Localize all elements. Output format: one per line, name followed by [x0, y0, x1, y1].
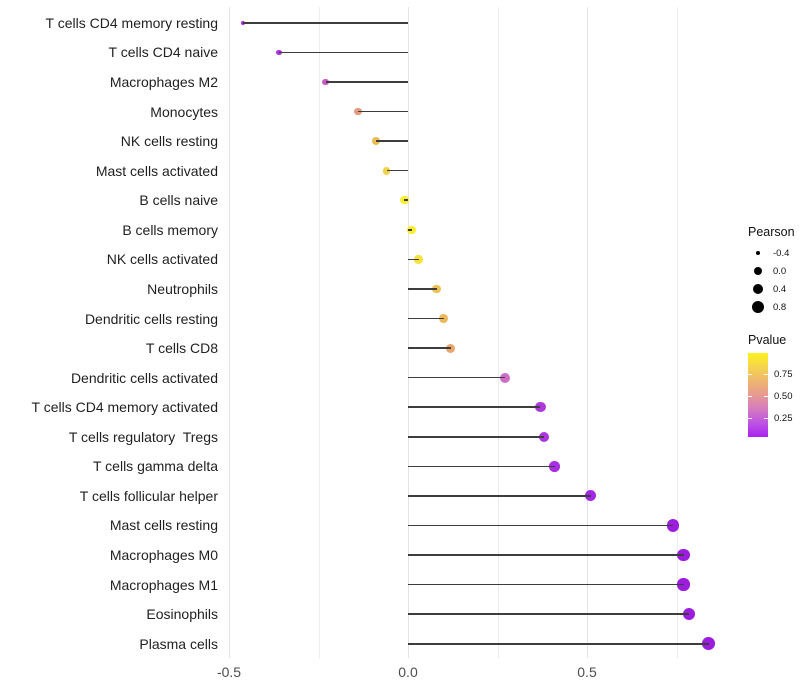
size-legend-label: 0.8 [773, 302, 787, 313]
gradient-tick-mark [748, 374, 752, 375]
lollipop-stem [279, 51, 408, 54]
lollipop-dot [585, 490, 597, 502]
color-legend-title: Pvalue [748, 333, 787, 347]
gradient-tick-mark [748, 418, 752, 419]
lollipop-stem [386, 169, 408, 172]
gridline-minor [676, 7, 678, 658]
x-axis-tick-label: -0.5 [216, 664, 242, 680]
gridline-minor [318, 7, 320, 658]
pvalue-gradient-bar [748, 353, 768, 437]
pvalue-tick-label: 0.50 [774, 391, 793, 402]
size-legend-dot [753, 266, 763, 276]
lollipop-stem [408, 465, 555, 468]
lollipop-stem [243, 22, 408, 24]
x-axis-tick-label: 0.0 [398, 664, 418, 680]
size-legend-title: Pearson [748, 225, 795, 239]
lollipop-stem [408, 317, 444, 320]
gridline-major [229, 7, 230, 658]
gradient-tick-mark [764, 374, 768, 375]
size-legend-label: -0.4 [773, 248, 790, 259]
category-label: Macrophages M0 [109, 547, 218, 564]
category-label: Dendritic cells resting [84, 310, 218, 327]
lollipop-stem [408, 524, 673, 527]
lollipop-stem [408, 229, 412, 231]
category-label: NK cells resting [120, 133, 218, 150]
size-legend-dot [755, 250, 761, 256]
category-label: Mast cells resting [109, 517, 218, 534]
category-label: Mast cells activated [95, 162, 218, 179]
lollipop-stem [408, 436, 545, 438]
category-label: T cells CD8 [145, 340, 218, 357]
lollipop-stem [408, 583, 684, 586]
category-label: T cells CD4 memory resting [45, 14, 218, 31]
lollipop-stem [357, 110, 408, 113]
category-label: Macrophages M2 [109, 73, 218, 90]
lollipop-dot [499, 372, 510, 383]
lollipop-stem [408, 258, 419, 261]
lollipop-stem [408, 347, 451, 349]
lollipop-dot [432, 284, 442, 294]
category-label: Plasma cells [139, 635, 218, 652]
size-legend-label: 0.4 [773, 284, 787, 295]
category-label: B cells naive [139, 192, 218, 209]
lollipop-dot [666, 519, 680, 532]
lollipop-stem [408, 288, 437, 290]
size-legend-label: 0.0 [773, 266, 787, 277]
lollipop-dot [535, 401, 546, 413]
lollipop-dot [682, 607, 696, 621]
lollipop-stem [408, 613, 690, 615]
category-label: Macrophages M1 [109, 576, 218, 593]
lollipop-stem [408, 495, 591, 497]
pvalue-tick-label: 0.25 [774, 413, 793, 424]
category-label: Monocytes [150, 103, 218, 120]
lollipop-stem [408, 643, 709, 645]
gradient-tick-mark [748, 396, 752, 397]
pvalue-tick-label: 0.75 [774, 369, 793, 380]
category-label: NK cells activated [106, 251, 218, 268]
category-label: T cells regulatory Tregs [68, 428, 218, 445]
size-legend-dot [752, 283, 764, 295]
gradient-tick-mark [764, 418, 768, 419]
category-label: T cells follicular helper [79, 487, 218, 504]
x-axis-tick-label: 0.5 [577, 664, 597, 680]
category-label: Eosinophils [146, 606, 218, 623]
gridline-minor [497, 7, 499, 658]
category-label: B cells memory [122, 221, 218, 238]
category-label: T cells CD4 memory activated [31, 399, 218, 416]
category-label: T cells gamma delta [92, 458, 218, 475]
lollipop-stem [408, 376, 505, 379]
lollipop-stem [408, 406, 541, 408]
size-legend-dot [751, 300, 765, 314]
category-label: Neutrophils [147, 280, 218, 297]
category-label: T cells CD4 naive [108, 44, 218, 61]
lollipop-stem [404, 199, 408, 201]
category-label: Dendritic cells activated [70, 369, 218, 386]
gridline-major [587, 7, 588, 658]
gridline-major [408, 7, 409, 658]
lollipop-dot [538, 431, 550, 443]
gradient-tick-mark [764, 396, 768, 397]
lollipop-dot [354, 107, 362, 116]
lollipop-stem [408, 554, 684, 556]
lollipop-stem [375, 140, 408, 142]
lollipop-stem [325, 81, 408, 83]
